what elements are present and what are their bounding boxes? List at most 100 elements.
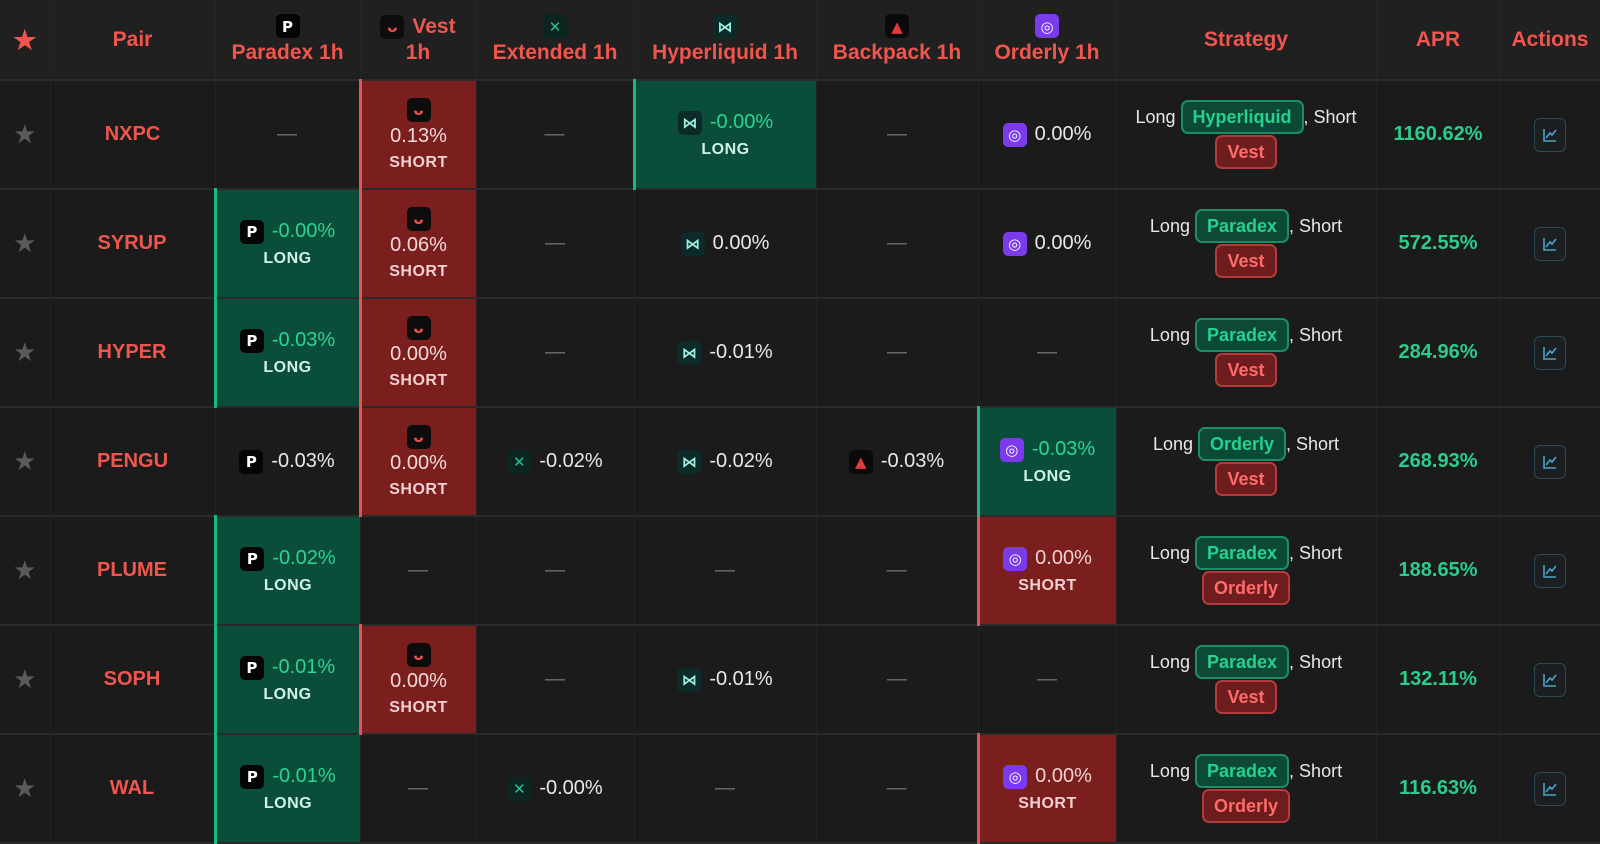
orderly-rate-cell: — [978,298,1117,408]
paradex-column-header[interactable]: P Paradex 1h [215,0,361,81]
view-chart-button[interactable] [1534,226,1566,261]
table-body: ★ NXPC — ᴗ 0.13% SHORT — ⋈ -0.00% LONG — ◎ 0.00% Long… [0,80,1600,844]
pair-name[interactable]: NXPC [50,80,216,190]
view-chart-button[interactable] [1534,553,1566,588]
pair-column-header[interactable]: Pair [50,0,216,81]
funding-rate: 0.00% [390,451,447,474]
short-exchange-badge: Orderly [1201,788,1291,823]
actions-cell [1500,734,1600,844]
paradex-rate-cell: P -0.03% [215,407,361,517]
table-row[interactable]: ★ SYRUP P -0.00% LONG ᴗ 0.06% SHORT — ⋈ 0.00% — ◎ 0.0… [0,189,1600,299]
long-exchange-badge: Paradex [1194,535,1290,570]
table-row[interactable]: ★ SOPH P -0.01% LONG ᴗ 0.00% SHORT — ⋈ -0.01% — — Lon… [0,625,1600,735]
table-row[interactable]: ★ WAL P -0.01% LONG — ✕ -0.00% — — ◎ 0.00% SHORT Long… [0,734,1600,844]
position-side: LONG [701,140,750,158]
vest-icon: ᴗ [406,642,431,667]
orderly-rate-cell: ◎ -0.03% LONG [976,407,1117,517]
table-row[interactable]: ★ PLUME P -0.02% LONG — — — — ◎ 0.00% SHORT Long Par… [0,516,1600,626]
pair-name[interactable]: WAL [50,734,216,844]
apr-value: 1160.62% [1376,80,1501,190]
short-exchange-badge: Vest [1215,134,1277,169]
favorite-toggle[interactable]: ★ [0,625,51,735]
strategy-long-text: Long [1149,215,1190,236]
empty-value: — [886,559,907,581]
hyperliquid-icon: ⋈ [713,13,737,38]
strategy-short-text: , Short [1289,324,1343,345]
hyperliquid-rate-cell: ⋈ -0.02% [634,407,817,517]
vest-column-header[interactable]: ᴗ Vest 1h [360,0,477,81]
funding-rate: -0.03% [271,329,336,351]
strategy-short-text: , Short [1286,433,1340,454]
short-exchange-badge: Orderly [1201,570,1291,605]
pair-name[interactable]: SOPH [50,625,216,735]
actions-cell [1500,80,1600,190]
favorite-column-header[interactable]: ★ [0,0,51,81]
empty-value: — [545,668,565,690]
star-icon: ★ [13,24,37,55]
view-chart-button[interactable] [1534,444,1566,479]
funding-rate: 0.00% [390,669,447,692]
pair-name[interactable]: HYPER [50,298,216,408]
chart-icon [1543,564,1557,578]
position-side: LONG [263,685,312,703]
chart-icon [1543,346,1557,360]
view-chart-button[interactable] [1534,335,1566,370]
favorite-toggle[interactable]: ★ [0,734,51,844]
orderly-column-header[interactable]: ◎ Orderly 1h [978,0,1117,81]
empty-value: — [545,341,565,363]
funding-rate: 0.00% [1034,232,1092,254]
extended-rate-cell: ✕ -0.02% [476,407,635,517]
empty-value: — [715,559,735,581]
extended-rate-cell: — [476,516,635,626]
empty-value: — [887,668,907,690]
strategy-short-text: , Short [1303,106,1357,127]
backpack-rate-cell: — [816,516,979,626]
view-chart-button[interactable] [1534,117,1566,152]
table-row[interactable]: ★ NXPC — ᴗ 0.13% SHORT — ⋈ -0.00% LONG — ◎ 0.00% Long… [0,80,1600,190]
funding-rate: -0.01% [709,341,773,363]
apr-value: 572.55% [1376,189,1501,299]
vest-rate-cell: ᴗ 0.00% SHORT [358,407,477,517]
orderly-rate-cell: — [978,625,1117,735]
extended-column-header[interactable]: ✕ Extended 1h [476,0,635,81]
position-side: SHORT [389,153,448,171]
vest-icon: ᴗ [406,424,431,449]
hyperliquid-column-header[interactable]: ⋈ Hyperliquid 1h [634,0,817,81]
empty-value: — [1037,341,1057,363]
pair-name[interactable]: SYRUP [50,189,216,299]
position-side: LONG [263,576,313,594]
paradex-rate-cell: P -0.00% LONG [213,189,361,299]
funding-rate: 0.00% [1034,123,1092,145]
view-chart-button[interactable] [1534,771,1566,806]
favorite-toggle[interactable]: ★ [0,189,51,299]
short-exchange-badge: Vest [1215,461,1277,496]
paradex-rate-cell: P -0.01% LONG [213,625,361,735]
strategy-column-header[interactable]: Strategy [1116,0,1377,81]
backpack-column-header[interactable]: ▲ Backpack 1h [816,0,979,81]
view-chart-button[interactable] [1534,662,1566,697]
favorite-toggle[interactable]: ★ [0,80,51,190]
pair-name[interactable]: PENGU [50,407,216,517]
funding-rate: -0.01% [271,656,336,678]
pair-name[interactable]: PLUME [50,516,216,626]
apr-column-header[interactable]: APR [1376,0,1501,81]
empty-value: — [887,341,907,363]
strategy-cell: Long Paradex, Short Orderly [1116,516,1377,626]
strategy-cell: Long Orderly, Short Vest [1116,407,1377,517]
apr-value: 132.11% [1376,625,1501,735]
funding-rate: -0.00% [539,777,603,799]
favorite-toggle[interactable]: ★ [0,298,51,408]
orderly-rate-cell: ◎ 0.00% SHORT [976,734,1117,844]
table-row[interactable]: ★ PENGU P -0.03% ᴗ 0.00% SHORT ✕ -0.02% ⋈ -0.02% ▲ -… [0,407,1600,517]
position-side: SHORT [389,698,448,716]
hyperliquid-icon: ⋈ [677,667,702,692]
extended-icon: ✕ [543,13,567,38]
funding-rate: 0.00% [712,232,770,254]
empty-value: — [1037,668,1057,690]
favorite-toggle[interactable]: ★ [0,407,51,517]
empty-value: — [544,123,565,145]
extended-rate-cell: — [476,625,635,735]
paradex-rate-cell: P -0.02% LONG [213,516,361,626]
favorite-toggle[interactable]: ★ [0,516,51,626]
table-row[interactable]: ★ HYPER P -0.03% LONG ᴗ 0.00% SHORT — ⋈ -0.01% — — Lo… [0,298,1600,408]
